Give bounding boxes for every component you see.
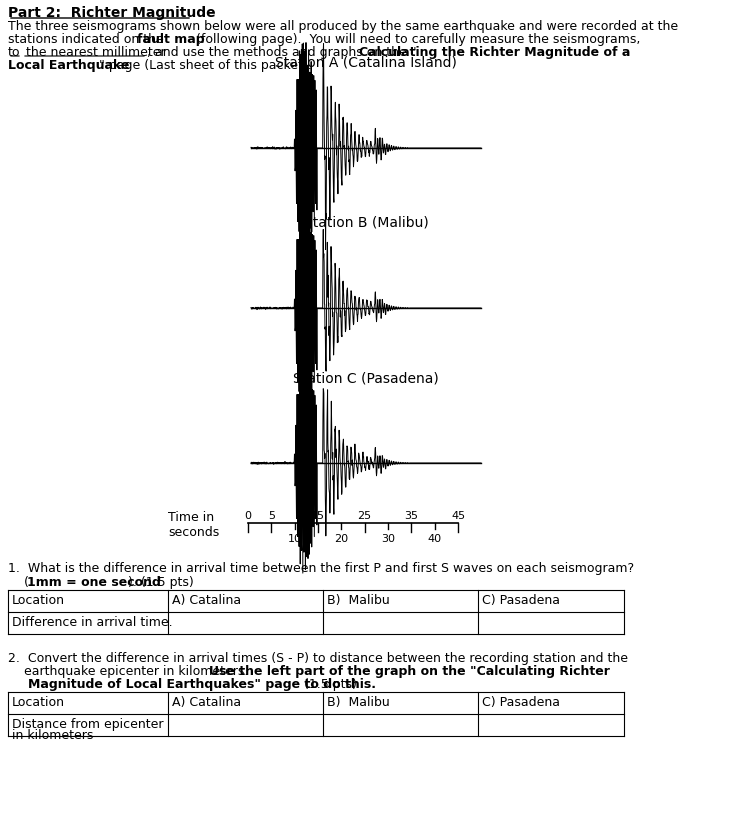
Text: 35: 35 [404,511,418,521]
Text: Location: Location [12,696,65,709]
Text: to: to [8,46,20,59]
Text: 2.  Convert the difference in arrival times (S - P) to distance between the reco: 2. Convert the difference in arrival tim… [8,652,628,665]
Text: Station C (Pasadena): Station C (Pasadena) [293,371,439,385]
Text: Local Earthquake: Local Earthquake [8,59,130,72]
Text: (1.5 pts): (1.5 pts) [296,678,357,691]
Text: Time in
seconds: Time in seconds [168,511,220,539]
Text: 1mm = one second: 1mm = one second [27,576,161,589]
Text: 15: 15 [311,511,325,521]
Text: 1.  What is the difference in arrival time between the first P and first S waves: 1. What is the difference in arrival tim… [8,562,634,575]
Text: B)  Malibu: B) Malibu [327,696,389,709]
Text: C) Pasadena: C) Pasadena [482,594,560,607]
Text: earthquake epicenter in kilometers.: earthquake epicenter in kilometers. [8,665,256,678]
Text: C) Pasadena: C) Pasadena [482,696,560,709]
Text: Station B (Malibu): Station B (Malibu) [304,216,428,230]
Text: 10: 10 [288,534,302,544]
Text: , and use the methods and graphs on the ": , and use the methods and graphs on the … [147,46,417,59]
Text: fault map: fault map [137,33,205,46]
Text: Magnitude of Local Earthquakes" page to do this.: Magnitude of Local Earthquakes" page to … [28,678,376,691]
Text: B)  Malibu: B) Malibu [327,594,389,607]
Text: 40: 40 [427,534,441,544]
Text: (following page).  You will need to carefully measure the seismograms,: (following page). You will need to caref… [192,33,644,46]
Text: The three seismograms shown below were all produced by the same earthquake and w: The three seismograms shown below were a… [8,20,678,33]
Text: stations indicated on the: stations indicated on the [8,33,168,46]
Text: A) Catalina: A) Catalina [172,594,241,607]
Text: ). (1.5 pts): ). (1.5 pts) [128,576,194,589]
Text: Calculating the Richter Magnitude of a: Calculating the Richter Magnitude of a [359,46,630,59]
Text: in kilometers: in kilometers [12,729,94,742]
Text: " page (Last sheet of this packet).: " page (Last sheet of this packet). [99,59,312,72]
Text: Difference in arrival time.: Difference in arrival time. [12,616,173,629]
Text: 45: 45 [451,511,465,521]
Text: Station A (Catalina Island): Station A (Catalina Island) [275,56,457,70]
Text: 5: 5 [268,511,274,521]
Text: the nearest millimeter: the nearest millimeter [22,46,165,59]
Text: Location: Location [12,594,65,607]
Text: (: ( [8,576,29,589]
Text: 0: 0 [244,511,252,521]
Text: 20: 20 [335,534,348,544]
Text: Distance from epicenter: Distance from epicenter [12,718,163,731]
Text: 30: 30 [381,534,395,544]
Text: Use the left part of the graph on the "Calculating Richter: Use the left part of the graph on the "C… [209,665,610,678]
Text: A) Catalina: A) Catalina [172,696,241,709]
Text: Part 2:  Richter Magnitude: Part 2: Richter Magnitude [8,6,216,20]
Text: 25: 25 [358,511,372,521]
